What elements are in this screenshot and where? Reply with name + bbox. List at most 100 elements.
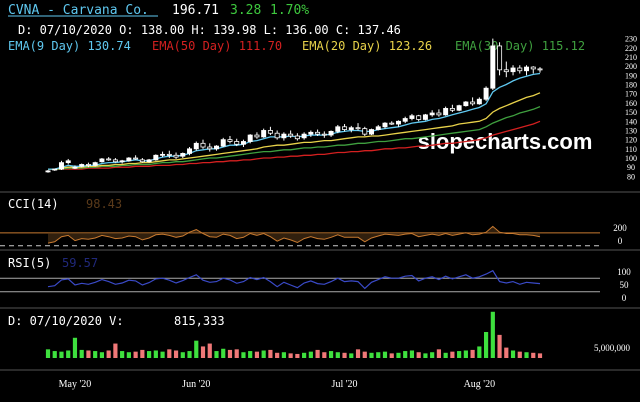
candle-body xyxy=(524,66,530,72)
candle-body xyxy=(220,139,226,147)
candle-body xyxy=(321,133,327,136)
ohlc-readout: D: 07/10/2020 O: 138.00 H: 139.98 L: 136… xyxy=(18,23,401,37)
volume-bar xyxy=(254,351,260,358)
volume-bar xyxy=(126,352,131,358)
volume-bar xyxy=(66,350,71,358)
candle-body xyxy=(214,145,219,150)
cci-tick-0: 0 xyxy=(618,236,623,246)
ema-lines xyxy=(48,72,541,170)
volume-bar xyxy=(497,334,502,358)
volume-bar xyxy=(194,340,199,358)
rsi-value: 59.57 xyxy=(62,256,98,270)
volume-bar xyxy=(200,346,206,358)
candle-body xyxy=(490,45,496,89)
candle-body xyxy=(173,154,179,158)
candle-body xyxy=(139,159,145,163)
volume-bar xyxy=(436,349,441,358)
volume-bar xyxy=(409,350,415,358)
candle-body xyxy=(193,142,199,150)
rsi-tick-50: 50 xyxy=(620,280,630,290)
volume-bar xyxy=(308,351,313,358)
volume-bar xyxy=(268,349,273,358)
volume-bar xyxy=(288,353,293,358)
candle-body xyxy=(389,122,395,125)
volume-bar xyxy=(106,350,111,358)
candle-body xyxy=(79,164,85,167)
ema30-label: EMA(30 Day) 115.12 xyxy=(455,39,585,53)
volume-bar xyxy=(382,351,388,358)
volume-bar xyxy=(281,352,286,358)
volume-bar xyxy=(463,350,468,358)
volume-bars xyxy=(45,311,543,358)
volume-bar xyxy=(490,311,495,358)
candle-body xyxy=(267,130,273,134)
last-price: 196.71 xyxy=(172,3,219,18)
price-tick: 170 xyxy=(625,90,637,99)
volume-tick: 5,000,000 xyxy=(594,343,631,353)
candle-body xyxy=(126,157,132,162)
cci-plot xyxy=(0,225,600,247)
candle-body xyxy=(288,133,294,137)
price-change-pct: 1.70% xyxy=(270,3,309,18)
volume-bar xyxy=(221,348,226,358)
volume-bar xyxy=(275,352,280,358)
candle-body xyxy=(463,101,469,107)
volume-bar xyxy=(93,351,98,358)
x-axis-labels: May '20 Jun '20 Jul '20 Aug '20 xyxy=(59,379,495,390)
candle-body xyxy=(146,159,152,163)
candle-body xyxy=(119,160,125,163)
volume-bar xyxy=(153,350,158,358)
price-tick: 160 xyxy=(625,99,637,108)
rsi-tick-0: 0 xyxy=(622,293,627,303)
cci-line xyxy=(47,225,541,244)
volume-label: D: 07/10/2020 V: xyxy=(8,314,124,328)
symbol-label[interactable]: CVNA - Carvana Co. xyxy=(8,3,149,18)
candle-body xyxy=(497,45,503,71)
candle-body xyxy=(294,135,300,140)
volume-bar xyxy=(483,332,489,358)
volume-bar xyxy=(160,351,165,358)
price-change: 3.28 xyxy=(230,3,261,18)
ema9-label: EMA(9 Day) 130.74 xyxy=(8,39,131,53)
candle-body xyxy=(254,134,260,138)
candle-body xyxy=(348,127,354,130)
volume-bar xyxy=(214,351,219,358)
x-axis-label: Jul '20 xyxy=(332,379,358,390)
candle-body xyxy=(99,158,105,163)
candle-body xyxy=(52,168,58,171)
volume-bar xyxy=(423,353,428,358)
candle-body xyxy=(517,67,523,72)
candle-body xyxy=(301,133,307,139)
candle-body xyxy=(328,130,334,136)
volume-bar xyxy=(133,351,138,358)
price-tick: 100 xyxy=(625,154,637,163)
volume-bar xyxy=(322,352,327,358)
candle-body xyxy=(274,132,280,139)
volume-bar xyxy=(187,351,192,358)
volume-bar xyxy=(315,349,320,358)
candle-body xyxy=(456,105,462,111)
candle-body xyxy=(409,115,415,119)
x-axis-label: May '20 xyxy=(59,379,92,390)
candle-body xyxy=(315,131,321,135)
candle-body xyxy=(112,159,118,163)
price-tick: 120 xyxy=(625,136,637,145)
ema20-label: EMA(20 Day) 123.26 xyxy=(302,39,432,53)
candle-body xyxy=(85,164,91,166)
volume-bar xyxy=(376,352,381,358)
x-axis-label: Jun '20 xyxy=(182,379,210,390)
volume-bar xyxy=(86,350,91,358)
candle-body xyxy=(72,166,78,169)
volume-bar xyxy=(140,349,145,358)
volume-bar xyxy=(335,352,340,358)
volume-bar xyxy=(369,352,374,358)
volume-bar xyxy=(450,351,455,358)
candle-body xyxy=(537,68,543,71)
candle-body xyxy=(470,101,476,105)
price-tick: 110 xyxy=(625,145,637,154)
cci-value: 98.43 xyxy=(86,197,122,211)
price-tick: 140 xyxy=(625,117,637,126)
candle-body xyxy=(436,112,442,116)
candle-body xyxy=(247,134,253,142)
candle-body xyxy=(449,108,455,111)
